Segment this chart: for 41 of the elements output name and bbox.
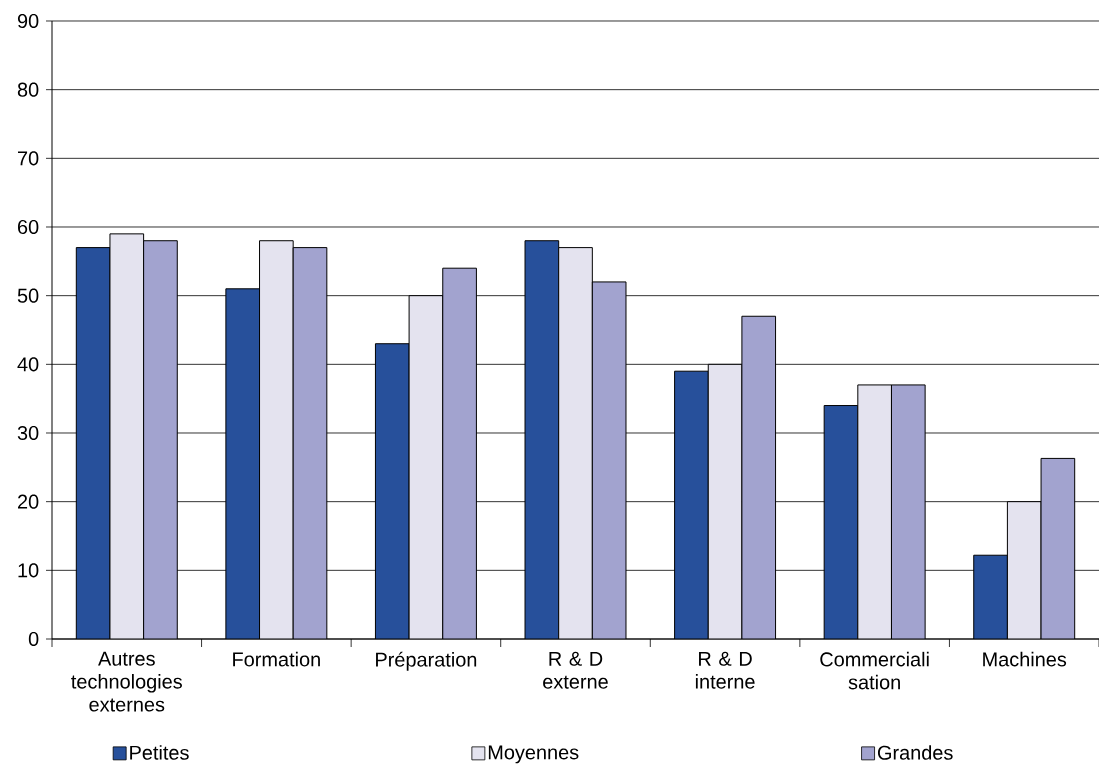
- bar: [1040, 457, 1076, 639]
- bar: [823, 405, 859, 639]
- bar: [857, 384, 892, 639]
- y-tick-label: 80: [17, 82, 39, 97]
- bar: [442, 267, 477, 639]
- y-tick-label: 50: [17, 288, 39, 303]
- bar: [591, 281, 627, 639]
- bar: [674, 370, 709, 639]
- bar: [1006, 501, 1042, 639]
- bar: [259, 240, 294, 639]
- bar: [374, 343, 410, 639]
- x-tick-label: R & D interne: [695, 651, 755, 689]
- y-tick-label: 70: [18, 151, 39, 166]
- bar: [408, 295, 444, 639]
- bar: [292, 247, 328, 639]
- legend-label: Petites: [130, 745, 189, 760]
- x-tick-label: Formation: [233, 651, 320, 667]
- x-tick-label: Machines: [983, 651, 1067, 667]
- bar: [143, 240, 178, 639]
- bar: [558, 247, 593, 639]
- x-tick-label: Commerciali sation: [820, 651, 929, 690]
- y-tick-label: 10: [18, 563, 39, 578]
- y-tick-label: 30: [17, 425, 39, 441]
- bar: [225, 288, 261, 639]
- bar: [707, 363, 743, 639]
- bar: [524, 240, 560, 639]
- legend-label: Grandes: [877, 745, 953, 760]
- y-tick-label: 40: [17, 357, 39, 372]
- legend-label: Moyennes: [488, 745, 579, 764]
- y-tick-label: 60: [18, 219, 39, 235]
- x-tick-label: Autres technologies externes: [71, 651, 182, 712]
- bar: [109, 233, 145, 639]
- bar: [75, 247, 111, 639]
- bar: [741, 315, 777, 639]
- bar: [890, 384, 926, 639]
- x-tick-label: Préparation: [376, 651, 477, 671]
- y-tick-label: 90: [17, 13, 39, 29]
- bar: [973, 554, 1008, 639]
- y-tick-label: 0: [28, 631, 39, 647]
- x-tick-label: R & D externe: [543, 651, 608, 689]
- y-tick-label: 20: [18, 494, 39, 509]
